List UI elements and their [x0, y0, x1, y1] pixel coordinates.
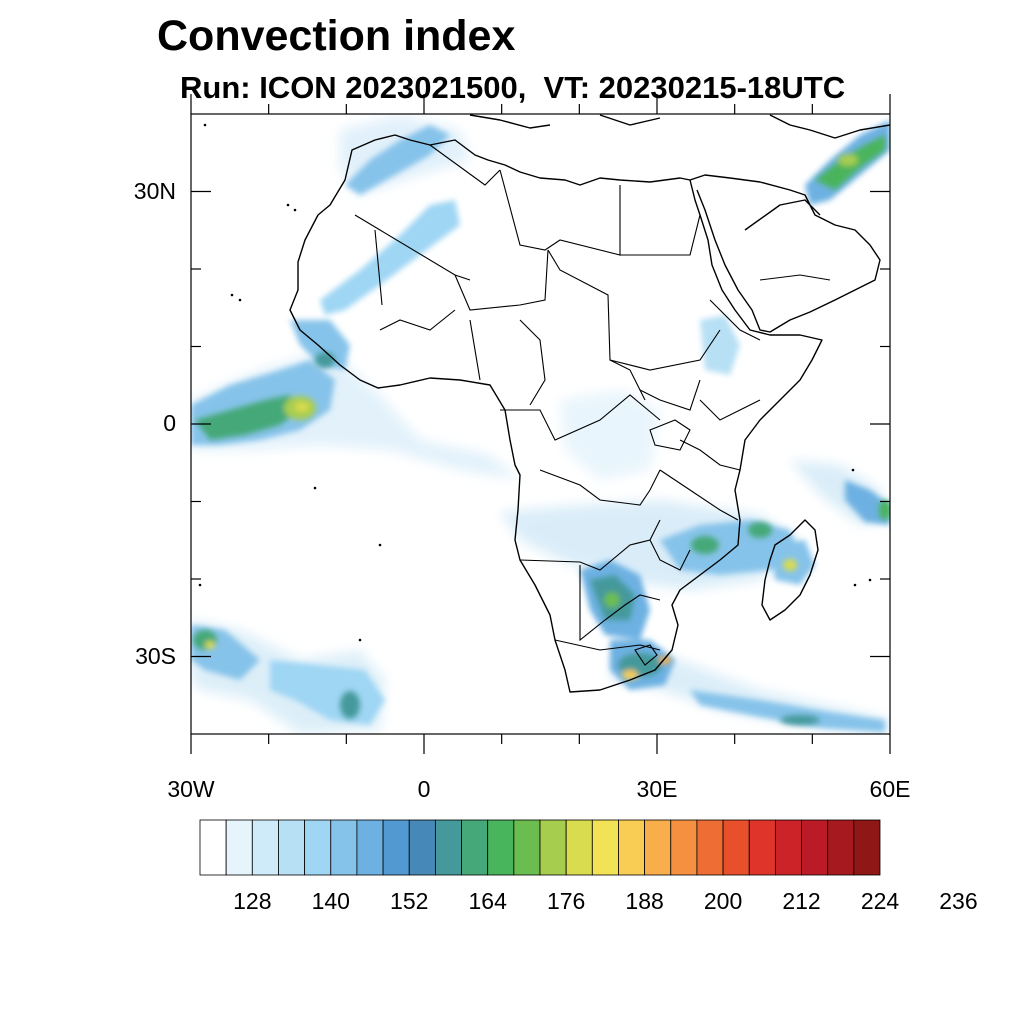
axis-ticks — [190, 94, 891, 754]
colorbar-box — [722, 819, 750, 876]
colorbar-box — [199, 819, 227, 876]
colorbar-label: 236 — [939, 888, 978, 914]
colorbar-box — [774, 819, 802, 876]
colorbar-box — [278, 819, 306, 876]
colorbar-box — [539, 819, 567, 876]
plot-title: Convection index — [157, 12, 516, 60]
colorbar-box — [382, 819, 410, 876]
colorbar-box — [565, 819, 593, 876]
lon-label: 60E — [869, 776, 911, 802]
colorbar-box — [618, 819, 646, 876]
colorbar-box — [827, 819, 855, 876]
colorbar-box — [644, 819, 672, 876]
colorbar-label: 128 — [233, 888, 272, 914]
lat-label: 0 — [163, 410, 176, 436]
colorbar-label: 200 — [703, 888, 743, 914]
colorbar-box — [251, 819, 279, 876]
colorbar-box — [330, 819, 358, 876]
lon-label: 30E — [636, 776, 678, 802]
colorbar-box — [225, 819, 253, 876]
lon-label: 0 — [417, 776, 431, 802]
colorbar-box — [696, 819, 724, 876]
colorbar-box — [487, 819, 515, 876]
colorbar-label: 224 — [860, 888, 900, 914]
colorbar-box — [408, 819, 436, 876]
colorbar-box — [434, 819, 462, 876]
colorbar-box — [748, 819, 776, 876]
colorbar-label: 164 — [468, 888, 507, 914]
coastlines — [289, 114, 890, 693]
lon-label: 30W — [167, 776, 215, 802]
colorbar-box — [356, 819, 384, 876]
convection-field — [191, 114, 890, 734]
country-borders — [354, 144, 831, 666]
colorbar-box — [461, 819, 489, 876]
colorbar-box — [591, 819, 619, 876]
colorbar-box — [853, 819, 881, 876]
colorbar-label: 188 — [625, 888, 664, 914]
colorbar-label: 176 — [546, 888, 586, 914]
colorbar-label: 140 — [311, 888, 350, 914]
colorbar-box — [670, 819, 698, 876]
plot-subtitle: Run: ICON 2023021500, VT: 20230215-18UTC — [180, 70, 846, 105]
colorbar-box — [801, 819, 829, 876]
small-islands — [198, 123, 872, 642]
colorbar — [199, 819, 881, 876]
colorbar-box — [304, 819, 332, 876]
colorbar-label: 152 — [390, 888, 429, 914]
lat-label: 30S — [135, 642, 176, 669]
colorbar-label: 212 — [782, 888, 821, 914]
lat-label: 30N — [133, 177, 176, 204]
colorbar-box — [513, 819, 541, 876]
